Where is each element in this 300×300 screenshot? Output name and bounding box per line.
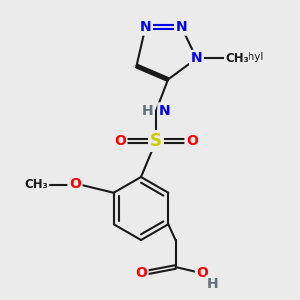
Text: S: S bbox=[150, 132, 162, 150]
Text: CH₃: CH₃ bbox=[225, 52, 249, 65]
Text: N: N bbox=[176, 20, 187, 34]
Text: N: N bbox=[191, 52, 202, 65]
Text: O: O bbox=[196, 266, 208, 280]
Text: H: H bbox=[141, 104, 153, 118]
Text: O: O bbox=[114, 134, 126, 148]
Text: H: H bbox=[207, 277, 219, 290]
Text: methyl: methyl bbox=[227, 52, 263, 62]
Text: O: O bbox=[135, 266, 147, 280]
Text: O: O bbox=[186, 134, 198, 148]
Text: CH₃: CH₃ bbox=[24, 178, 48, 191]
Text: O: O bbox=[69, 178, 81, 191]
Text: N: N bbox=[159, 104, 171, 118]
Text: N: N bbox=[140, 20, 151, 34]
